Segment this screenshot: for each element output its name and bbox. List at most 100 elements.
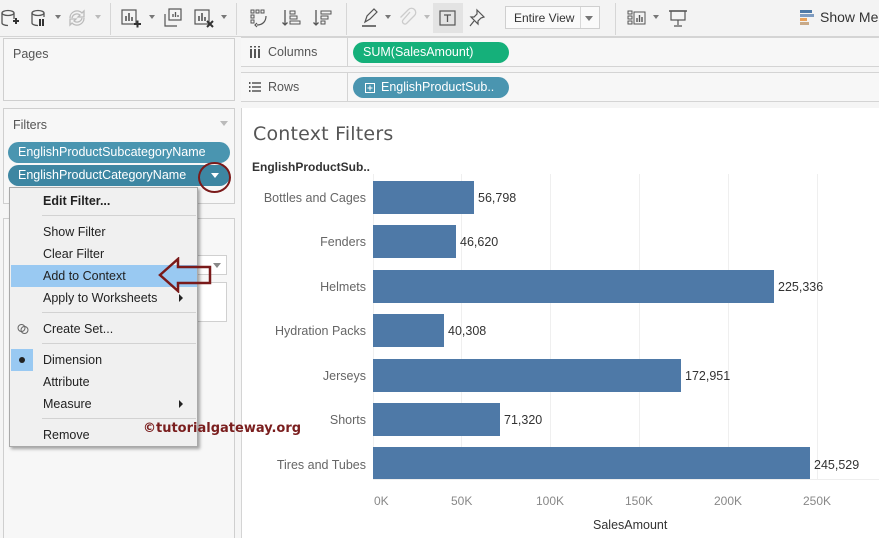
menu-item-create-set[interactable]: Create Set... <box>11 318 197 340</box>
duplicate-sheet-icon[interactable] <box>162 7 184 29</box>
bar-tires-and-tubes[interactable] <box>373 447 810 480</box>
pages-shelf[interactable]: Pages <box>3 38 235 101</box>
menu-item-label: Apply to Worksheets <box>43 291 158 305</box>
bar-shorts[interactable] <box>373 403 500 436</box>
chevron-down-icon[interactable] <box>585 16 593 21</box>
show-mark-labels-icon[interactable] <box>437 7 459 29</box>
category-label: Jerseys <box>322 369 366 383</box>
pages-title: Pages <box>13 47 49 61</box>
menu-item-remove[interactable]: Remove <box>11 424 197 446</box>
filter-pill-category[interactable]: EnglishProductCategoryName <box>8 165 230 186</box>
fit-view-select[interactable]: Entire View <box>505 6 600 29</box>
menu-item-label: Remove <box>43 428 90 442</box>
menu-item-label: Dimension <box>43 353 103 367</box>
menu-item-label: Create Set... <box>43 322 114 336</box>
menu-item-attribute[interactable]: Attribute <box>11 371 197 393</box>
x-tick-label: 150K <box>625 494 654 508</box>
filters-title: Filters <box>13 118 48 132</box>
category-label: Shorts <box>329 413 366 427</box>
rows-shelf[interactable]: Rows EnglishProductSub.. <box>241 72 879 102</box>
select-divider <box>580 7 581 28</box>
bar-value-label: 225,336 <box>778 280 824 294</box>
menu-item-label: Attribute <box>43 375 90 389</box>
rows-pill-subcategory[interactable]: EnglishProductSub.. <box>353 77 509 98</box>
show-cards-icon[interactable] <box>626 7 648 29</box>
group-dropdown[interactable] <box>424 15 430 19</box>
filter-pill-subcategory[interactable]: EnglishProductSubcategoryName <box>8 142 230 163</box>
clear-sheet-icon[interactable] <box>193 7 215 29</box>
create-set-icon <box>17 324 29 334</box>
rows-label: Rows <box>268 80 300 94</box>
menu-item-edit-filter[interactable]: Edit Filter... <box>11 190 197 212</box>
columns-shelf[interactable]: Columns SUM(SalesAmount) <box>241 37 879 67</box>
columns-label: Columns <box>268 45 318 59</box>
checked-bullet-icon <box>11 349 33 371</box>
gridline <box>550 174 551 479</box>
refresh-icon[interactable] <box>66 7 88 29</box>
submenu-arrow-icon <box>179 294 183 302</box>
refresh-dropdown-arrow[interactable] <box>95 15 101 19</box>
fix-axes-icon[interactable] <box>467 7 489 29</box>
x-axis-title[interactable]: SalesAmount <box>593 518 668 532</box>
show-cards-dropdown[interactable] <box>653 15 659 19</box>
rows-icon <box>249 82 261 92</box>
watermark: ©tutorialgateway.org <box>143 421 302 436</box>
chevron-down-icon[interactable] <box>213 263 221 268</box>
menu-item-clear-filter[interactable]: Clear Filter <box>11 243 197 265</box>
pause-auto-updates-icon[interactable] <box>29 7 51 29</box>
sort-ascending-icon[interactable] <box>281 7 303 29</box>
columns-icon <box>250 46 260 58</box>
menu-item-measure[interactable]: Measure <box>11 393 197 415</box>
bar-fenders[interactable] <box>373 225 456 258</box>
swap-rows-columns-icon[interactable] <box>248 7 270 29</box>
row-field-header[interactable]: EnglishProductSub.. <box>252 160 371 174</box>
expand-plus-icon[interactable] <box>365 83 375 93</box>
show-me-icon <box>800 10 814 25</box>
columns-shelf-label: Columns <box>241 38 348 66</box>
highlight-icon[interactable] <box>359 7 381 29</box>
new-worksheet-icon[interactable] <box>120 7 142 29</box>
bar-hydration-packs[interactable] <box>373 314 444 347</box>
menu-item-show-filter[interactable]: Show Filter <box>11 221 197 243</box>
sort-descending-icon[interactable] <box>312 7 334 29</box>
bar-value-label: 40,308 <box>448 324 487 338</box>
clear-sheet-dropdown[interactable] <box>221 15 227 19</box>
category-label: Helmets <box>320 280 366 294</box>
bar-jerseys[interactable] <box>373 359 681 392</box>
menu-separator <box>42 418 196 419</box>
show-me-label: Show Me <box>820 9 879 25</box>
group-members-icon[interactable] <box>396 7 418 29</box>
x-tick-label: 250K <box>803 494 832 508</box>
menu-item-apply-to-worksheets[interactable]: Apply to Worksheets <box>11 287 197 309</box>
highlight-dropdown[interactable] <box>385 15 391 19</box>
pause-dropdown-arrow[interactable] <box>55 15 61 19</box>
menu-item-add-to-context[interactable]: Add to Context <box>11 265 197 287</box>
filters-chevron-icon[interactable] <box>220 121 228 126</box>
bar-bottles-and-cages[interactable] <box>373 181 474 214</box>
toolbar-divider <box>236 3 237 35</box>
bar-helmets[interactable] <box>373 270 774 303</box>
gridline <box>639 174 640 479</box>
menu-item-label: Clear Filter <box>43 247 105 261</box>
new-worksheet-dropdown[interactable] <box>149 15 155 19</box>
columns-pill-sum-salesamount[interactable]: SUM(SalesAmount) <box>353 42 509 63</box>
pill-label: SUM(SalesAmount) <box>363 45 474 59</box>
presentation-mode-icon[interactable] <box>667 7 689 29</box>
toolbar-divider <box>110 3 111 35</box>
bar-value-label: 245,529 <box>814 458 860 472</box>
rows-shelf-label: Rows <box>241 73 348 101</box>
bar-value-label: 172,951 <box>685 369 731 383</box>
menu-item-dimension[interactable]: Dimension <box>11 349 197 371</box>
filter-context-menu: Edit Filter... Show Filter Clear Filter … <box>9 187 198 447</box>
annotation-circle <box>198 162 231 193</box>
bar-value-label: 56,798 <box>478 191 517 205</box>
menu-item-label: Show Filter <box>43 225 106 239</box>
category-label: Fenders <box>320 235 366 249</box>
menu-separator <box>42 215 196 216</box>
worksheet-view: Context Filters EnglishProductSub.. Bott… <box>241 108 879 538</box>
new-data-source-icon[interactable] <box>0 7 22 29</box>
x-tick-label: 50K <box>451 494 473 508</box>
x-tick-label: 100K <box>536 494 565 508</box>
x-tick-label: 0K <box>374 494 389 508</box>
